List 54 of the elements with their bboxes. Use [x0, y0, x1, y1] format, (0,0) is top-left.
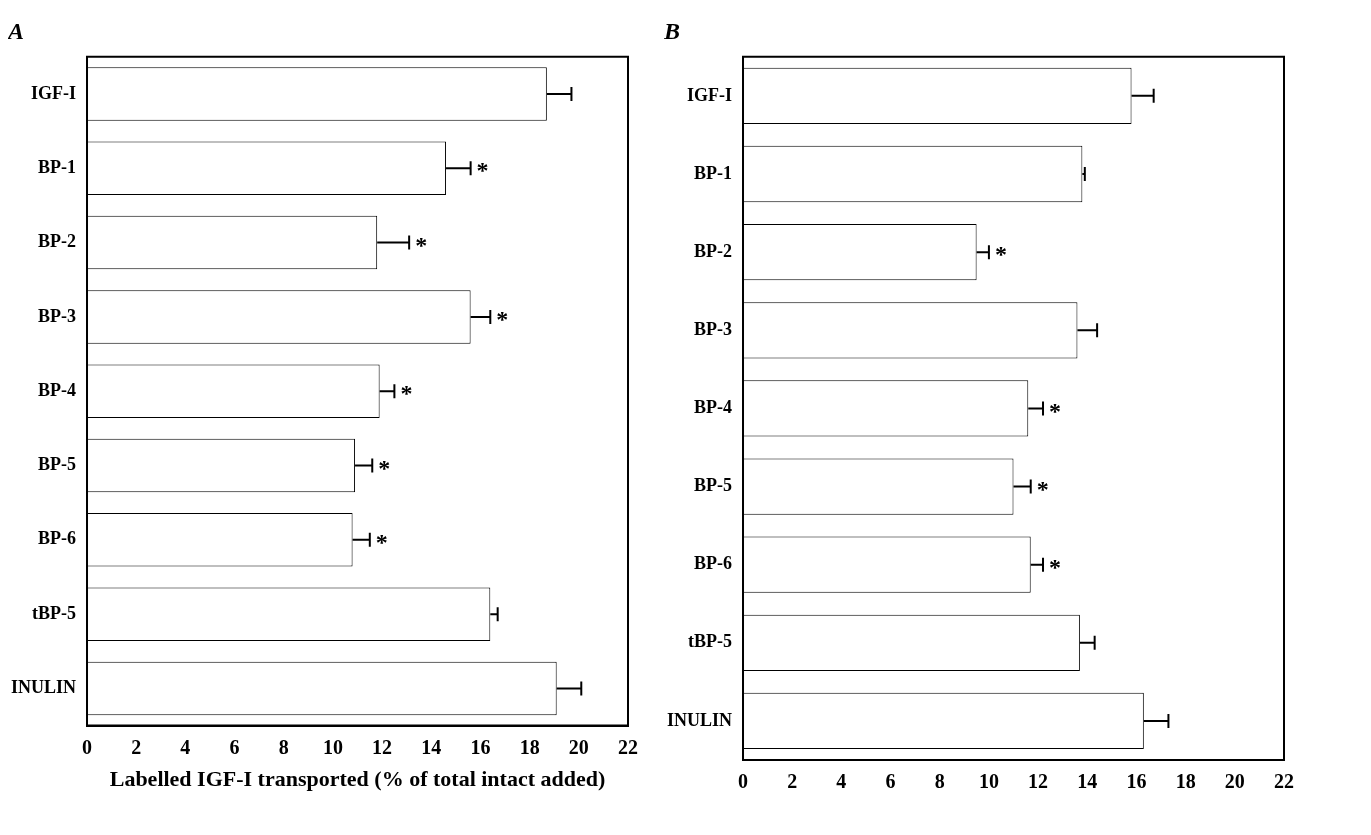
y-tick-label: IGF-I	[31, 82, 77, 103]
x-tick-label: 4	[836, 770, 847, 793]
y-tick-label: BP-1	[694, 162, 733, 183]
x-tick-label: 16	[470, 735, 491, 758]
x-tick-label: 8	[934, 770, 945, 793]
annotation: *	[1049, 397, 1062, 424]
x-tick-label: 22	[618, 735, 638, 758]
annotation: *	[375, 529, 388, 556]
x-tick-label: 12	[1028, 770, 1049, 793]
annotation: *	[476, 157, 489, 184]
x-tick-label: 12	[372, 735, 393, 758]
y-tick-label: BP-3	[694, 318, 733, 339]
x-tick-label: 22	[1274, 770, 1294, 793]
y-tick-label: BP-6	[694, 553, 733, 574]
y-tick-label: BP-1	[38, 156, 77, 177]
x-tick-label: 4	[180, 735, 191, 758]
y-tick-label: BP-5	[38, 454, 77, 475]
x-tick-label: 10	[322, 735, 343, 758]
annotation: *	[1049, 553, 1062, 580]
annotation: *	[496, 306, 509, 333]
x-tick-label: 18	[519, 735, 540, 758]
x-axis-title: Labelled IGF-I transported (% of total intact added)	[109, 766, 606, 792]
chart-title: B	[663, 17, 681, 44]
annotation: *	[378, 454, 391, 481]
y-tick-label: BP-4	[694, 397, 733, 418]
x-tick-label: 6	[885, 770, 896, 793]
x-tick-label: 16	[1126, 770, 1147, 793]
y-tick-label: INULIN	[11, 677, 77, 698]
y-tick-label: BP-6	[38, 528, 77, 549]
annotation: *	[1036, 475, 1049, 502]
x-tick-label: 20	[568, 735, 589, 758]
annotation: *	[400, 380, 413, 407]
y-tick-label: tBP-5	[688, 631, 733, 652]
x-tick-label: 20	[1224, 770, 1245, 793]
x-tick-label: 14	[1077, 770, 1098, 793]
x-tick-label: 10	[978, 770, 999, 793]
y-tick-label: tBP-5	[32, 602, 77, 623]
x-tick-label: 2	[787, 770, 798, 793]
x-tick-label: 2	[131, 735, 142, 758]
y-tick-label: BP-3	[38, 305, 77, 326]
y-tick-label: INULIN	[667, 709, 733, 730]
y-tick-label: BP-5	[694, 475, 733, 496]
annotation: *	[415, 231, 428, 258]
x-tick-label: 14	[421, 735, 442, 758]
x-tick-label: 0	[82, 735, 93, 758]
y-tick-label: BP-2	[38, 231, 77, 252]
annotation: *	[994, 241, 1007, 268]
x-tick-label: 8	[278, 735, 289, 758]
y-tick-label: BP-4	[38, 379, 77, 400]
y-tick-label: BP-2	[694, 240, 733, 261]
x-tick-label: 6	[229, 735, 240, 758]
x-tick-label: 18	[1175, 770, 1196, 793]
y-tick-label: IGF-I	[687, 84, 733, 105]
x-tick-label: 0	[738, 770, 749, 793]
